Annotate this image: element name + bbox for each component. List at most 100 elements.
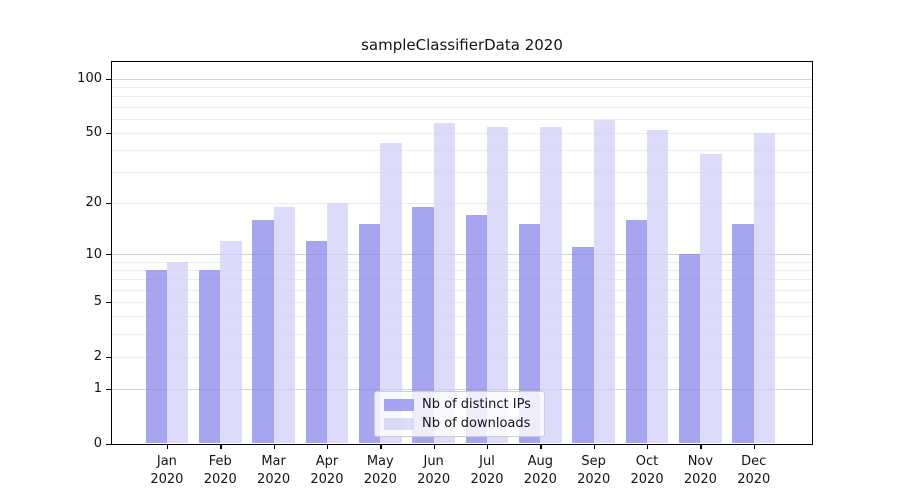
x-tick-jun bbox=[433, 444, 435, 449]
bar-dec-downloads bbox=[753, 132, 776, 444]
bar-mar-distinct-ips bbox=[252, 219, 274, 444]
gridline-minor-40 bbox=[112, 150, 812, 152]
bar-feb-downloads bbox=[220, 240, 242, 444]
x-tick-label-oct: Oct 2020 bbox=[617, 453, 677, 489]
bar-jul-distinct-ips bbox=[465, 215, 487, 444]
gridline-minor-6 bbox=[112, 289, 812, 291]
bar-jun-distinct-ips bbox=[412, 206, 434, 444]
y-tick-100 bbox=[106, 78, 111, 81]
gridline-minor-30 bbox=[112, 172, 812, 174]
x-tick-year-jun: 2020 bbox=[417, 471, 451, 487]
y-tick-1 bbox=[106, 388, 111, 391]
legend-label-distinct-ips: Nb of distinct IPs bbox=[422, 397, 531, 412]
bar-oct-downloads bbox=[647, 129, 669, 444]
x-tick-label-sep: Sep 2020 bbox=[564, 453, 624, 489]
bar-jun-downloads bbox=[433, 122, 456, 444]
legend-swatch-distinct-ips bbox=[384, 398, 414, 411]
gridline-minor-7 bbox=[112, 279, 812, 281]
gridline-minor-9 bbox=[112, 261, 812, 263]
gridline-minor-20 bbox=[112, 202, 812, 204]
x-tick-label-nov: Nov 2020 bbox=[670, 453, 730, 489]
bar-mar-downloads bbox=[273, 206, 295, 444]
y-tick-label-1: 1 bbox=[93, 381, 102, 397]
y-tick-label-5: 5 bbox=[93, 294, 102, 310]
x-tick-label-feb: Feb 2020 bbox=[190, 453, 250, 489]
y-tick-label-50: 50 bbox=[85, 125, 102, 141]
y-tick-label-0: 0 bbox=[93, 436, 102, 451]
legend-label-downloads: Nb of downloads bbox=[422, 416, 531, 431]
bar-may-downloads bbox=[380, 142, 402, 444]
y-tick-2 bbox=[106, 356, 111, 358]
gridline-major-100 bbox=[112, 78, 812, 80]
x-tick-label-jun: Jun 2020 bbox=[404, 453, 464, 489]
y-tick-20 bbox=[106, 202, 111, 205]
x-tick-year-oct: 2020 bbox=[630, 471, 664, 487]
gridline-minor-4 bbox=[112, 316, 812, 318]
gridline-minor-60 bbox=[112, 118, 812, 120]
bar-dec-distinct-ips bbox=[732, 224, 754, 444]
y-tick-10 bbox=[106, 254, 111, 256]
bar-sep-distinct-ips bbox=[572, 247, 594, 444]
plot-area bbox=[112, 62, 812, 444]
x-tick-label-apr: Apr 2020 bbox=[297, 453, 357, 489]
gridline-minor-50 bbox=[112, 132, 812, 134]
legend-swatch-downloads bbox=[384, 417, 414, 430]
x-tick-year-apr: 2020 bbox=[310, 471, 344, 487]
x-tick-label-aug: Aug 2020 bbox=[510, 453, 570, 489]
chart-title: sampleClassifierData 2020 bbox=[361, 36, 563, 54]
gridline-major-10 bbox=[112, 254, 812, 256]
gridline-minor-5 bbox=[112, 301, 812, 303]
y-tick-label-100: 100 bbox=[77, 71, 102, 87]
x-tick-year-may: 2020 bbox=[363, 471, 397, 487]
gridline-minor-3 bbox=[112, 333, 812, 335]
x-tick-label-mar: Mar 2020 bbox=[244, 453, 304, 489]
y-tick-label-10: 10 bbox=[85, 246, 102, 262]
bar-sep-downloads bbox=[593, 120, 616, 444]
x-tick-dec bbox=[753, 444, 756, 449]
x-tick-aug bbox=[540, 444, 542, 449]
bar-aug-distinct-ips bbox=[518, 224, 541, 444]
x-tick-nov bbox=[700, 444, 702, 449]
y-tick-5 bbox=[106, 301, 111, 304]
x-tick-jul bbox=[487, 444, 489, 449]
bar-nov-distinct-ips bbox=[679, 254, 701, 444]
bar-jul-downloads bbox=[487, 126, 509, 444]
bar-jan-downloads bbox=[166, 261, 189, 444]
x-tick-label-jul: Jul 2020 bbox=[457, 453, 517, 489]
x-tick-oct bbox=[647, 444, 649, 449]
gridline-minor-80 bbox=[112, 96, 812, 98]
x-tick-apr bbox=[326, 444, 329, 449]
x-tick-may bbox=[380, 444, 382, 449]
x-tick-feb bbox=[220, 444, 222, 449]
x-tick-sep bbox=[593, 444, 595, 449]
bar-aug-downloads bbox=[540, 126, 562, 444]
bar-may-distinct-ips bbox=[358, 224, 381, 444]
y-tick-0 bbox=[106, 443, 111, 445]
x-tick-year-jul: 2020 bbox=[470, 471, 504, 487]
legend-row-downloads: Nb of downloads bbox=[375, 416, 544, 431]
bar-apr-downloads bbox=[326, 202, 349, 444]
x-tick-year-feb: 2020 bbox=[203, 471, 237, 487]
x-tick-mar bbox=[273, 444, 275, 449]
x-tick-label-dec: Dec 2020 bbox=[724, 453, 784, 489]
bar-nov-downloads bbox=[700, 154, 722, 444]
gridline-major-1 bbox=[112, 388, 812, 390]
x-tick-label-may: May 2020 bbox=[350, 453, 410, 489]
bar-feb-distinct-ips bbox=[198, 269, 221, 444]
x-tick-year-nov: 2020 bbox=[683, 471, 717, 487]
x-tick-year-dec: 2020 bbox=[737, 471, 771, 487]
gridline-minor-70 bbox=[112, 106, 812, 108]
gridline-minor-2 bbox=[112, 356, 812, 358]
y-tick-50 bbox=[106, 132, 111, 135]
x-tick-year-mar: 2020 bbox=[257, 471, 291, 487]
x-tick-year-jan: 2020 bbox=[150, 471, 184, 487]
x-tick-year-sep: 2020 bbox=[577, 471, 611, 487]
y-tick-label-20: 20 bbox=[85, 195, 102, 211]
legend: Nb of distinct IPs Nb of downloads bbox=[374, 391, 545, 437]
bar-jan-distinct-ips bbox=[145, 269, 167, 444]
y-tick-label-2: 2 bbox=[93, 349, 102, 365]
bar-oct-distinct-ips bbox=[625, 219, 648, 444]
x-tick-label-jan: Jan 2020 bbox=[137, 453, 197, 489]
x-tick-year-aug: 2020 bbox=[523, 471, 557, 487]
